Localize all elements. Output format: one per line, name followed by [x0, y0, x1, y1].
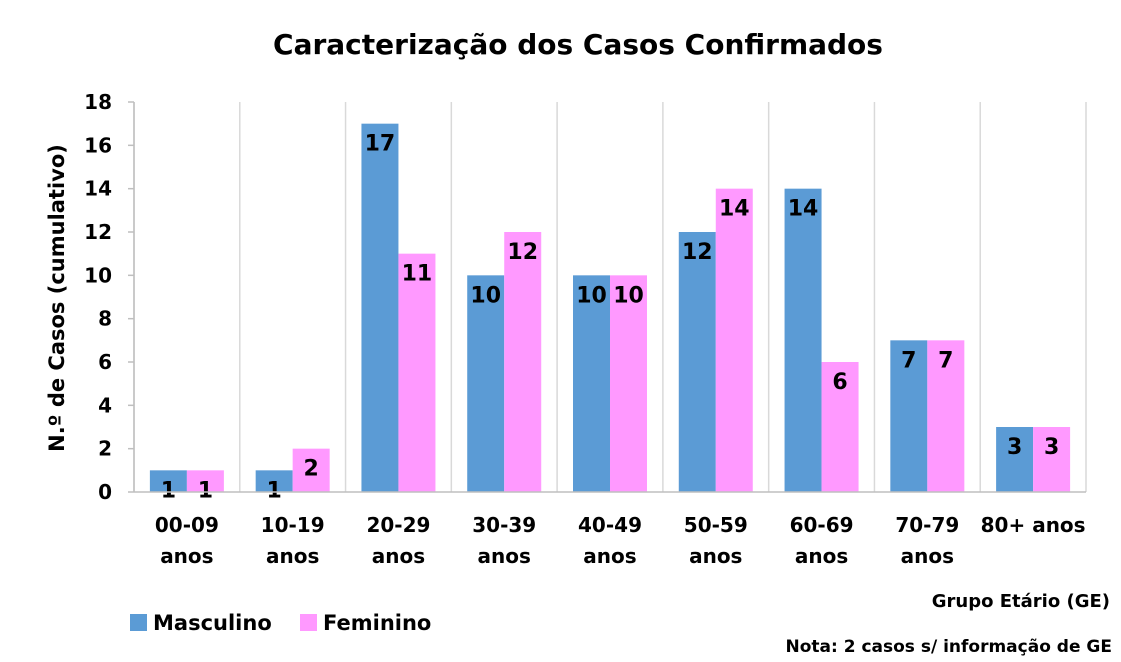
x-tick-label: 60-69: [790, 513, 854, 537]
x-tick-label: 00-09: [155, 513, 219, 537]
bar-feminino: [927, 340, 965, 492]
x-tick-label: anos: [478, 544, 531, 568]
legend-label-feminino: Feminino: [323, 611, 431, 635]
data-label-masculino: 17: [365, 132, 396, 157]
x-tick-label: anos: [689, 544, 742, 568]
x-tick-label: 30-39: [472, 513, 536, 537]
data-label-feminino: 12: [507, 240, 538, 265]
bar-masculino: [784, 188, 822, 492]
y-tick-label: 14: [84, 177, 112, 201]
y-tick-label: 12: [84, 220, 112, 244]
legend-swatch-feminino: [300, 614, 317, 631]
y-tick-label: 10: [84, 263, 112, 287]
y-tick-label: 2: [98, 437, 112, 461]
data-label-feminino: 6: [832, 370, 847, 395]
bar-feminino: [1033, 427, 1071, 492]
data-label-feminino: 11: [402, 262, 433, 287]
data-label-feminino: 3: [1044, 435, 1059, 460]
data-label-masculino: 1: [161, 478, 176, 503]
x-tick-label: 50-59: [684, 513, 748, 537]
y-tick-label: 6: [98, 350, 112, 374]
data-label-masculino: 10: [470, 283, 501, 308]
bars: [149, 123, 1071, 493]
legend-item-masculino: Masculino: [130, 611, 272, 635]
data-label-masculino: 7: [901, 348, 916, 373]
data-label-masculino: 12: [682, 240, 713, 265]
bar-masculino: [678, 232, 716, 492]
x-tick-label: 20-29: [366, 513, 430, 537]
x-axis-title: Grupo Etário (GE): [932, 591, 1110, 612]
y-tick-label: 16: [84, 133, 112, 157]
legend-swatch-masculino: [130, 614, 147, 631]
note-text: Nota: 2 casos s/ informação de GE: [785, 637, 1112, 657]
bar-feminino: [398, 253, 436, 492]
legend: Masculino Feminino: [130, 611, 431, 635]
bar-masculino: [255, 470, 293, 492]
bar-feminino: [610, 275, 647, 492]
y-tick-label: 18: [84, 90, 112, 114]
bar-feminino: [186, 470, 224, 492]
y-tick-label: 0: [98, 480, 112, 504]
data-label-feminino: 10: [613, 283, 644, 308]
x-tick-label: 80+ anos: [981, 513, 1086, 537]
data-label-feminino: 2: [304, 457, 319, 482]
data-label-feminino: 7: [938, 348, 953, 373]
data-label-masculino: 10: [576, 283, 607, 308]
bar-feminino: [715, 188, 753, 492]
bar-masculino: [149, 470, 187, 492]
data-label-masculino: 1: [267, 478, 282, 503]
data-label-feminino: 1: [198, 478, 213, 503]
x-tick-label: anos: [901, 544, 954, 568]
data-label-masculino: 14: [788, 197, 819, 222]
x-tick-label: anos: [583, 544, 636, 568]
bar-masculino: [890, 340, 928, 492]
y-tick-label: 8: [98, 307, 112, 331]
y-tick-label: 4: [98, 393, 112, 417]
x-tick-label: 70-79: [895, 513, 959, 537]
legend-label-masculino: Masculino: [153, 611, 272, 635]
bar-masculino: [573, 275, 610, 492]
bar-feminino: [504, 232, 542, 492]
x-tick-label: anos: [795, 544, 848, 568]
x-tick-label: anos: [160, 544, 213, 568]
gridlines: [133, 102, 1087, 492]
x-tick-label: 40-49: [578, 513, 642, 537]
legend-item-feminino: Feminino: [300, 611, 431, 635]
bar-feminino: [292, 448, 330, 492]
bar-masculino: [467, 275, 505, 492]
x-tick-label: anos: [372, 544, 425, 568]
chart-title: Caracterização dos Casos Confirmados: [273, 28, 883, 61]
bar-feminino: [821, 362, 859, 492]
data-label-masculino: 3: [1007, 435, 1022, 460]
x-tick-label: anos: [266, 544, 319, 568]
axes: 02468101214161800-09anos10-19anos20-29an…: [84, 90, 1086, 568]
bar-masculino: [996, 427, 1034, 492]
y-axis-title: N.º de Casos (cumulativo): [45, 144, 69, 452]
bar-masculino: [361, 123, 399, 493]
data-label-feminino: 14: [719, 197, 750, 222]
x-tick-label: 10-19: [261, 513, 325, 537]
